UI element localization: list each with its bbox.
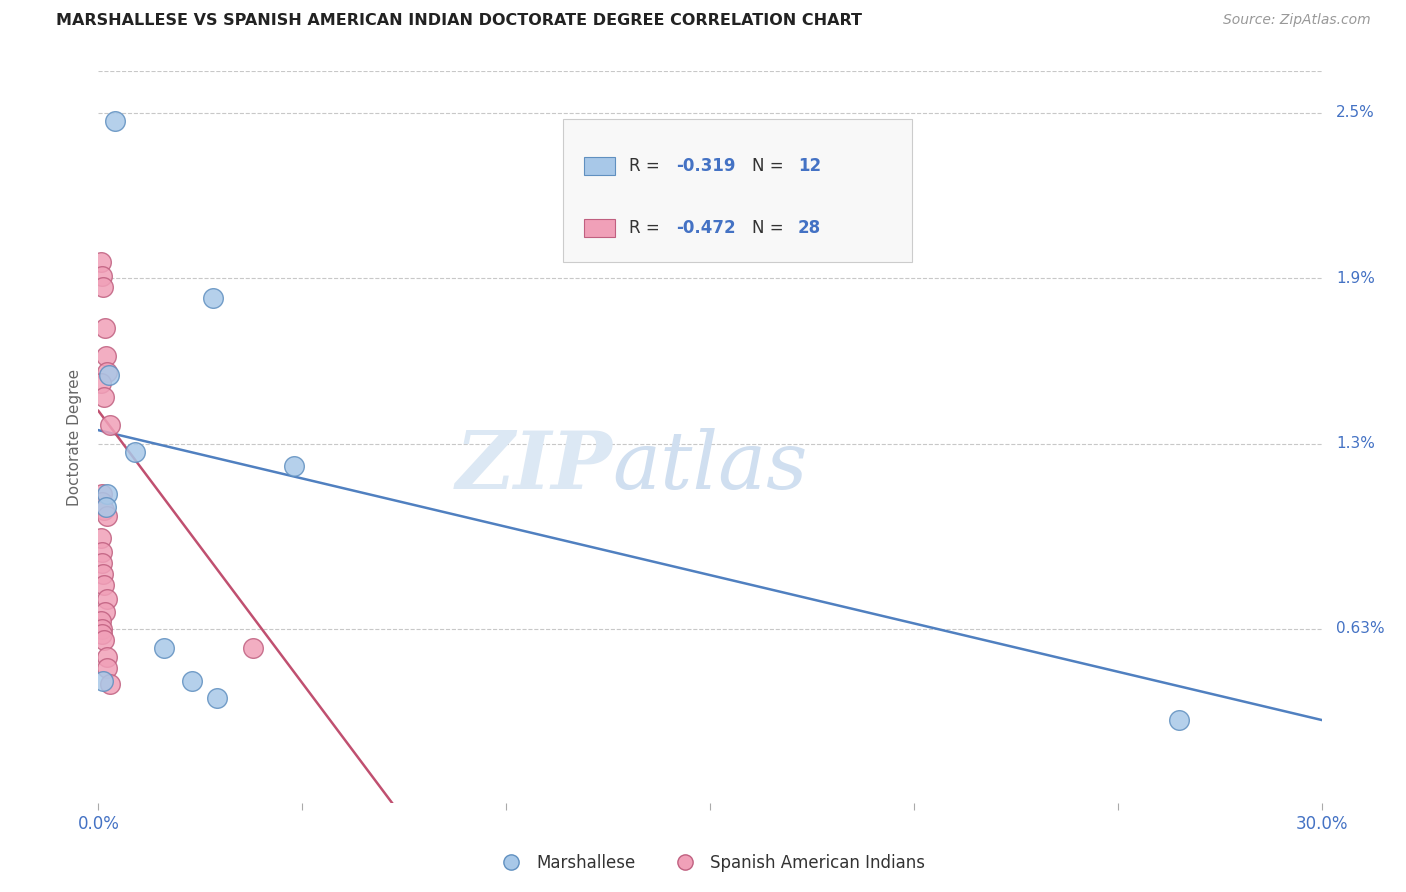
Point <box>96 649 118 664</box>
Point <box>91 556 114 570</box>
Point <box>93 578 115 592</box>
Point <box>96 508 118 523</box>
FancyBboxPatch shape <box>564 119 912 261</box>
Point <box>181 674 204 689</box>
Point <box>201 291 224 305</box>
Point <box>91 495 114 509</box>
Y-axis label: Doctorate Degree: Doctorate Degree <box>67 368 83 506</box>
Point <box>91 622 114 636</box>
Point <box>93 390 115 404</box>
FancyBboxPatch shape <box>583 157 614 175</box>
Point <box>283 458 305 473</box>
Legend: Marshallese, Spanish American Indians: Marshallese, Spanish American Indians <box>488 847 932 879</box>
Text: R =: R = <box>630 219 665 237</box>
Point <box>93 503 115 517</box>
Point <box>152 641 174 656</box>
Point <box>94 500 117 515</box>
Point <box>1167 713 1189 727</box>
Point <box>91 627 114 641</box>
Text: MARSHALLESE VS SPANISH AMERICAN INDIAN DOCTORATE DEGREE CORRELATION CHART: MARSHALLESE VS SPANISH AMERICAN INDIAN D… <box>56 13 862 29</box>
Point <box>90 376 112 391</box>
Point <box>98 677 121 691</box>
Text: 12: 12 <box>799 157 821 175</box>
Point <box>91 674 114 689</box>
Point <box>91 566 114 581</box>
Point <box>94 321 117 335</box>
Point <box>94 605 117 619</box>
FancyBboxPatch shape <box>583 219 614 237</box>
Text: N =: N = <box>752 219 789 237</box>
Text: 1.3%: 1.3% <box>1336 436 1375 451</box>
Point <box>98 417 121 432</box>
Point <box>205 690 228 705</box>
Point <box>93 632 115 647</box>
Text: 2.5%: 2.5% <box>1336 105 1375 120</box>
Point <box>96 365 118 379</box>
Point <box>96 660 118 674</box>
Point <box>96 591 118 606</box>
Point <box>104 114 127 128</box>
Text: N =: N = <box>752 157 789 175</box>
Point <box>124 445 146 459</box>
Text: -0.319: -0.319 <box>676 157 735 175</box>
Point <box>91 544 114 558</box>
Point <box>94 349 117 363</box>
Text: -0.472: -0.472 <box>676 219 735 237</box>
Text: 0.63%: 0.63% <box>1336 622 1385 636</box>
Point <box>90 531 112 545</box>
Text: Source: ZipAtlas.com: Source: ZipAtlas.com <box>1223 13 1371 28</box>
Point <box>91 279 114 293</box>
Text: atlas: atlas <box>612 427 807 505</box>
Point <box>242 641 264 656</box>
Text: ZIP: ZIP <box>456 427 612 505</box>
Text: R =: R = <box>630 157 665 175</box>
Text: 1.9%: 1.9% <box>1336 271 1375 285</box>
Text: 28: 28 <box>799 219 821 237</box>
Point <box>90 255 112 269</box>
Point <box>91 486 114 500</box>
Point <box>91 268 114 283</box>
Point <box>97 368 120 382</box>
Point <box>96 486 118 500</box>
Point <box>90 614 112 628</box>
